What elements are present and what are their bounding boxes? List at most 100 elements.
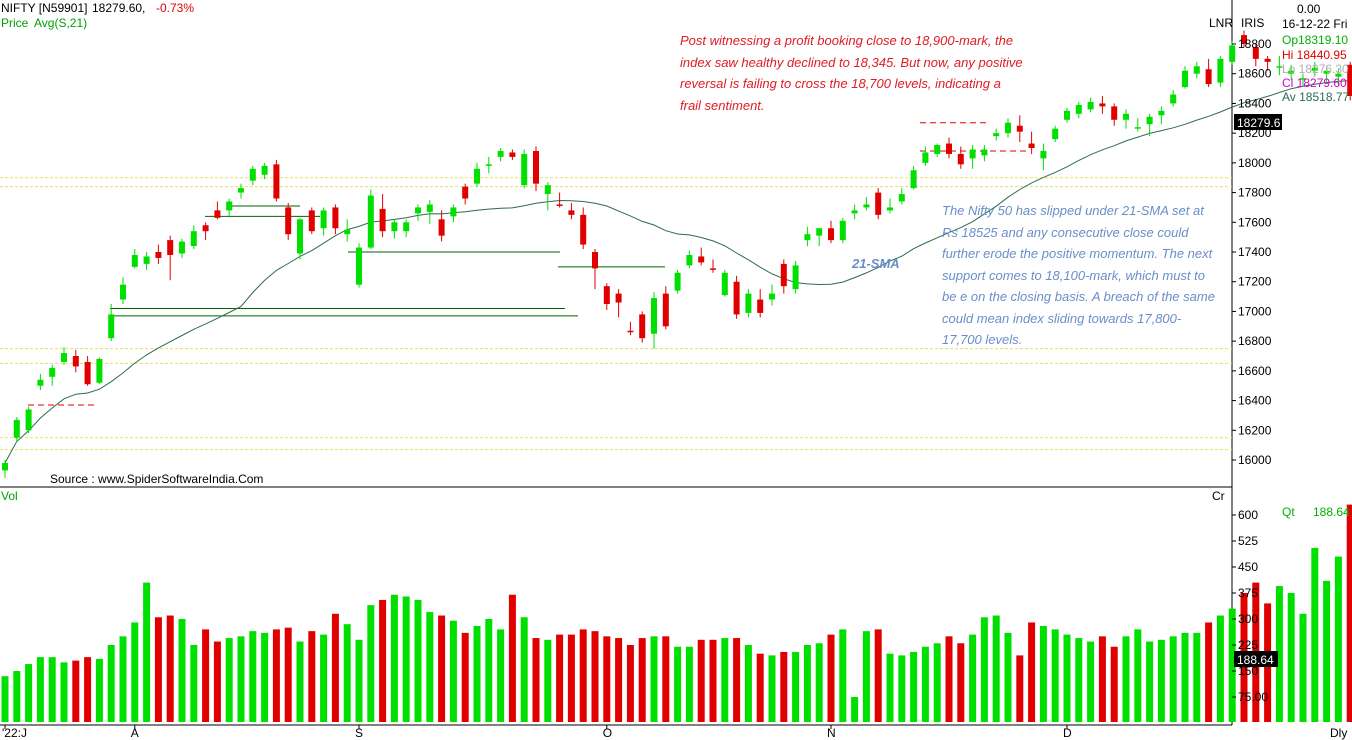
candle-body xyxy=(474,168,480,184)
candle-body xyxy=(580,214,587,245)
candle-body xyxy=(662,293,669,327)
volume-bar xyxy=(1275,586,1283,722)
volume-bar xyxy=(48,657,56,722)
price-tick-label: 16200 xyxy=(1238,423,1272,437)
volume-bar xyxy=(556,634,564,722)
candle-body xyxy=(1158,110,1165,116)
volume-bar xyxy=(190,645,198,722)
candle-body xyxy=(792,265,799,290)
volume-bar xyxy=(508,594,516,722)
candle-body xyxy=(674,272,681,291)
volume-bar xyxy=(1004,632,1012,722)
candle-body xyxy=(733,281,740,315)
source-text: Source : www.SpiderSoftwareIndia.Com xyxy=(50,472,263,486)
volume-bar xyxy=(685,646,693,722)
candle-body xyxy=(615,293,622,303)
volume-bar xyxy=(485,619,493,722)
candle-body xyxy=(155,252,162,258)
volume-bar xyxy=(308,631,316,722)
candle-body xyxy=(84,361,91,385)
candle-body xyxy=(1229,45,1236,62)
volume-bar xyxy=(402,596,410,722)
volume-bar xyxy=(367,605,375,722)
volume-bar xyxy=(567,634,575,722)
candle-body xyxy=(592,252,598,269)
volume-bar xyxy=(1134,629,1142,722)
candle-body xyxy=(332,207,339,229)
candle-body xyxy=(308,210,315,232)
price-candles xyxy=(2,30,1352,478)
volume-bar xyxy=(473,625,481,722)
volume-tick-label: 75.00 xyxy=(1238,690,1268,704)
iris-label: IRIS xyxy=(1241,16,1264,30)
candle-body xyxy=(462,186,469,199)
volume-bar xyxy=(213,641,221,722)
volume-bar xyxy=(1063,634,1071,722)
sma-label: 21-SMA xyxy=(851,256,900,271)
volume-bar xyxy=(497,629,505,722)
candle-body xyxy=(2,462,8,471)
volume-bar xyxy=(992,615,1000,722)
candle-body xyxy=(273,164,280,199)
volume-bar xyxy=(1346,504,1352,722)
volume-bar xyxy=(615,638,623,722)
candle-body xyxy=(426,204,433,212)
candle-body xyxy=(816,228,823,236)
candle-body xyxy=(509,152,516,157)
volume-bar xyxy=(780,651,788,722)
header-price: 18279.60, xyxy=(92,1,145,15)
volume-bar xyxy=(261,632,269,722)
price-tick-label: 18600 xyxy=(1238,67,1272,81)
candle-body xyxy=(285,207,292,235)
candle-body xyxy=(450,207,457,217)
volume-bar xyxy=(272,629,280,722)
candle-body xyxy=(485,164,492,166)
candle-body xyxy=(1123,113,1129,120)
volume-bar xyxy=(414,599,422,722)
volume-bar xyxy=(119,636,127,722)
candle-body xyxy=(544,185,551,195)
candle-body xyxy=(875,192,882,215)
volume-bar xyxy=(249,631,257,722)
candle-body xyxy=(698,256,705,263)
last-price-tag: 18279.6 xyxy=(1237,116,1281,130)
volume-bar xyxy=(343,624,351,722)
price-tick-label: 17000 xyxy=(1238,304,1272,318)
volume-bar xyxy=(1039,625,1047,722)
candle-body xyxy=(1205,69,1212,85)
candle-body xyxy=(143,256,150,264)
volume-bar xyxy=(1016,655,1024,722)
candle-body xyxy=(1005,122,1011,134)
volume-bar xyxy=(143,582,151,722)
candle-body xyxy=(934,145,941,154)
candle-body xyxy=(179,241,185,254)
candle-body xyxy=(969,149,976,159)
candle-body xyxy=(993,133,1000,137)
volume-bar xyxy=(1,676,9,722)
time-tick-label: '22:J xyxy=(2,726,27,740)
last-price-tag-bg xyxy=(1234,114,1282,130)
candle-body xyxy=(1182,70,1188,88)
candle-body xyxy=(37,379,44,386)
volume-bars xyxy=(1,504,1352,722)
volume-tick-label: 525 xyxy=(1238,534,1258,548)
qt-value: 188.64 xyxy=(1313,505,1350,519)
volume-bar xyxy=(225,638,233,722)
volume-bar xyxy=(1157,639,1165,722)
candle-body xyxy=(1241,35,1247,44)
candle-body xyxy=(49,367,56,377)
candle-body xyxy=(1311,67,1318,71)
candle-body xyxy=(1134,127,1141,129)
candle-body xyxy=(957,153,964,165)
volume-bar xyxy=(603,636,611,722)
ohlc-close: Cl 18279.60 xyxy=(1282,76,1347,90)
candle-body xyxy=(367,195,374,248)
candle-body xyxy=(603,286,610,304)
volume-tick-label: 450 xyxy=(1238,560,1258,574)
candle-body xyxy=(1264,58,1271,62)
volume-bar xyxy=(792,651,800,722)
time-axis-labels: '22:J A S O N D xyxy=(2,725,1072,740)
volume-bar xyxy=(591,631,599,722)
candle-body xyxy=(981,149,988,156)
volume-bar xyxy=(827,634,835,722)
